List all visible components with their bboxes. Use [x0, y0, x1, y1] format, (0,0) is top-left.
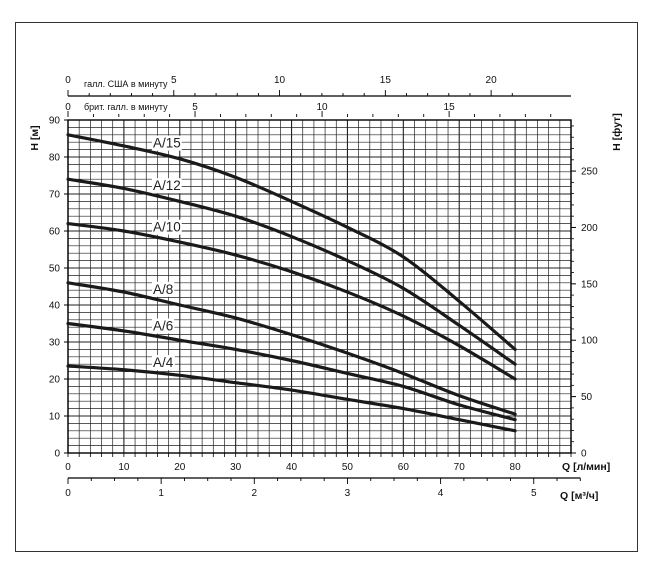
- plot-border: [67, 119, 572, 454]
- y-left-tick-label: 50: [49, 264, 61, 275]
- y-left-tick-label: 40: [49, 301, 61, 312]
- chart-frame: [15, 22, 638, 552]
- y-left-tick-label: 60: [49, 227, 61, 238]
- curve-label-a-8: A/8: [153, 282, 173, 297]
- x-m3h-tick-label: 4: [438, 488, 444, 499]
- curve-label-bg: [151, 281, 175, 297]
- top-uk-tick-label: 0: [65, 102, 71, 113]
- x-tick-label: 30: [230, 462, 242, 473]
- top-us-axis-label: галл. США в минуту: [84, 79, 168, 89]
- y-left-tick-label: 10: [49, 412, 61, 423]
- x-m3h-tick-label: 3: [345, 488, 351, 499]
- y-left-tick-label: 20: [49, 375, 61, 386]
- curve-a-4: [66, 364, 517, 433]
- x-m3h-tick-label: 5: [531, 488, 537, 499]
- x-tick-label: 80: [510, 462, 522, 473]
- x-tick-label: 70: [454, 462, 466, 473]
- y-left-tick-label: 0: [54, 449, 60, 460]
- y-left-axis-label: H [м]: [29, 125, 41, 150]
- y-right-tick-label: 200: [581, 223, 598, 234]
- top-us-tick-label: 10: [274, 75, 286, 86]
- curve-a-8: [66, 281, 517, 416]
- y-left-tick-label: 70: [49, 190, 61, 201]
- top-uk-tick-label: 15: [444, 102, 456, 113]
- x-m3h-axis-label: Q [м³/ч]: [560, 490, 598, 502]
- curve-a-15: [66, 133, 517, 351]
- curve-a-10: [66, 222, 517, 381]
- curve-label-bg: [151, 135, 182, 151]
- y-right-tick-label: 250: [581, 167, 598, 178]
- y-left-tick-label: 90: [49, 116, 61, 127]
- curve-label-a-10: A/10: [153, 220, 181, 235]
- grid: [67, 119, 572, 454]
- curve-a-12: [66, 177, 517, 366]
- top-us-tick-label: 15: [380, 75, 392, 86]
- top-us-tick-label: 0: [65, 75, 71, 86]
- y-right-tick-label: 150: [581, 279, 598, 290]
- x-m3h-tick-label: 2: [252, 488, 258, 499]
- top-uk-tick-label: 5: [192, 102, 198, 113]
- x-tick-label: 10: [118, 462, 130, 473]
- x-axis-label: Q [л/мин]: [562, 461, 610, 473]
- curve-label-bg: [151, 355, 175, 371]
- top-uk-axis-label: брит. галл. в минуту: [84, 102, 168, 112]
- x-m3h-tick-label: 1: [158, 488, 164, 499]
- x-tick-label: 50: [342, 462, 354, 473]
- x-tick-label: 60: [398, 462, 410, 473]
- y-right-tick-label: 50: [581, 392, 593, 403]
- y-right-tick-label: 0: [581, 449, 587, 460]
- labels-group: A/15 A/12 A/10 A/8 A/6 A/4: [151, 135, 182, 371]
- curve-label-a-4: A/4: [153, 355, 174, 370]
- top-uk-tick-label: 10: [317, 102, 329, 113]
- curve-label-a-6: A/6: [153, 318, 173, 333]
- curve-label-a-12: A/12: [153, 178, 181, 193]
- x-tick-label: 40: [286, 462, 298, 473]
- x-tick-label: 0: [65, 462, 71, 473]
- curve-a-6: [66, 321, 517, 422]
- x-m3h-tick-label: 0: [65, 488, 71, 499]
- y-right-axis-label: H [фут]: [611, 113, 623, 151]
- curve-label-bg: [151, 178, 182, 194]
- curve-label-a-15: A/15: [153, 136, 181, 151]
- top-us-tick-label: 20: [486, 75, 498, 86]
- x-tick-label: 20: [174, 462, 186, 473]
- curve-label-bg: [151, 318, 175, 334]
- y-left-tick-label: 80: [49, 153, 61, 164]
- top-us-tick-label: 5: [171, 75, 177, 86]
- y-right-tick-label: 100: [581, 336, 598, 347]
- curve-label-bg: [151, 219, 182, 235]
- series-group: [66, 133, 517, 433]
- y-left-tick-label: 30: [49, 338, 61, 349]
